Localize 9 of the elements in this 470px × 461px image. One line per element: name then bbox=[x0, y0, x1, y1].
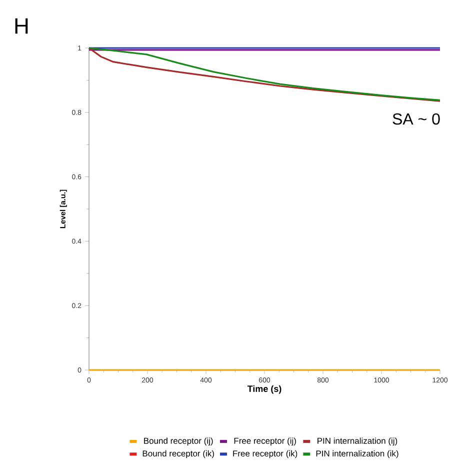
annotation: SA ~ 0 bbox=[392, 113, 440, 125]
legend-label: Free receptor (ik) bbox=[233, 450, 298, 458]
text: H bbox=[15, 18, 28, 34]
legend-label: PIN internalization (ij) bbox=[318, 438, 398, 446]
legend-label: Free receptor (ij) bbox=[234, 438, 296, 446]
legend-label: Bound receptor (ij) bbox=[144, 438, 213, 446]
legend-label: PIN internalization (ik) bbox=[316, 450, 398, 458]
x-axis-title: Time (s) bbox=[247, 385, 282, 394]
legend-label: Bound receptor (ik) bbox=[142, 450, 214, 458]
